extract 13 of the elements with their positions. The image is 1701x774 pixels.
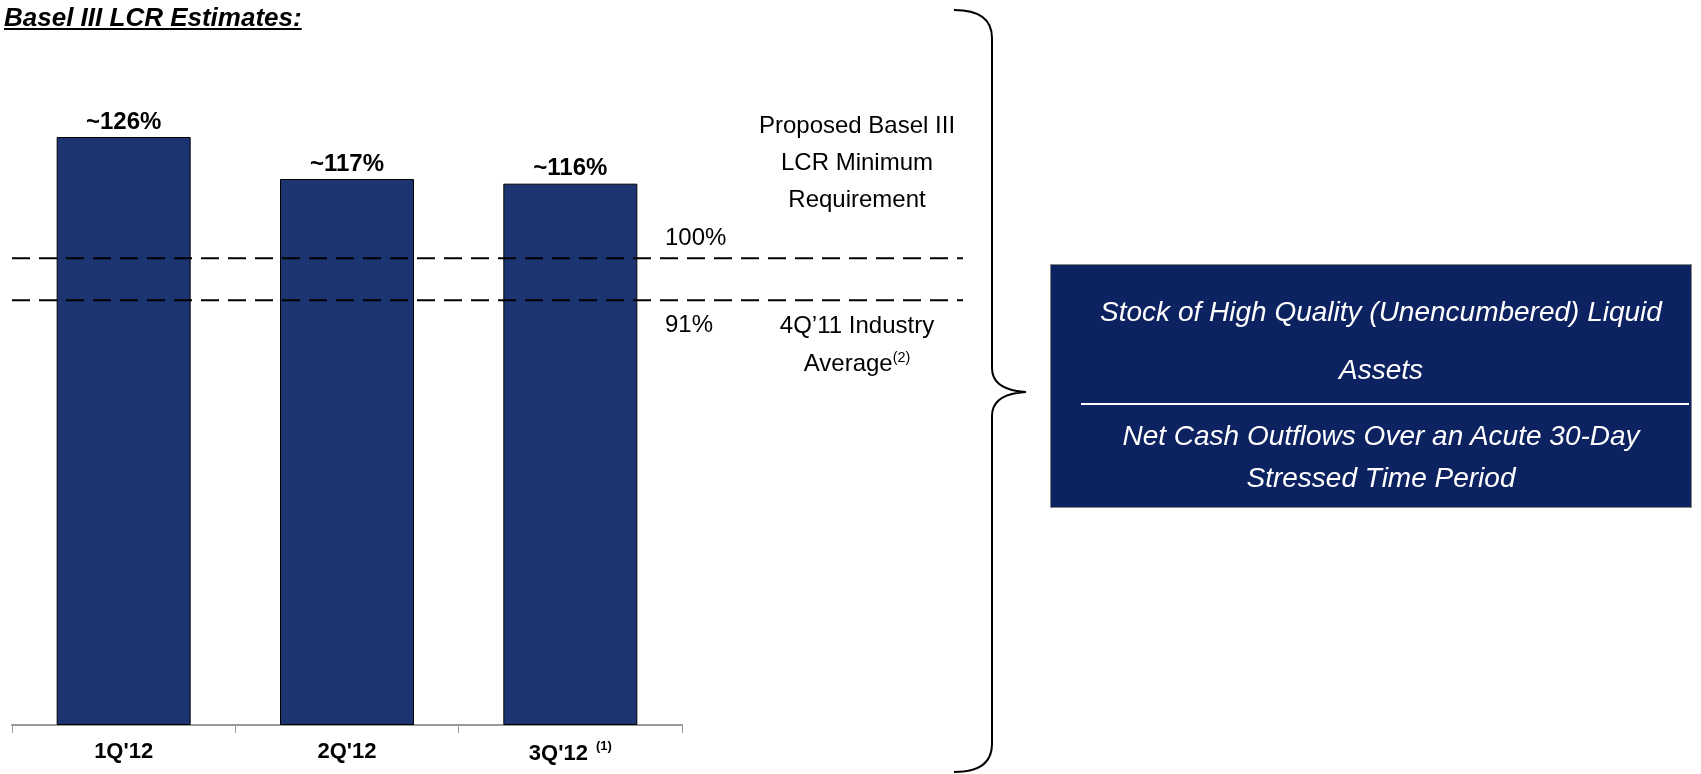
x-tick-label: 2Q'12 [317,737,377,763]
text: Net Cash Outflows Over an Acute 30-Day Stressed Time Period [1121,419,1642,495]
x-tick-label: 1Q'12 [94,737,154,763]
text: Proposed Basel III LCR Minimum Requirement [757,110,957,215]
data-label: ~126% [85,106,162,134]
text: Stock of High Quality (Unencumbered) Liquid Assets [1099,295,1664,387]
ref-line-label: 100% [665,223,727,252]
chart-title: Basel III LCR Estimates: [4,2,302,33]
x-tick-label: 3Q'12(1) [528,738,612,765]
data-label: ~116% [533,153,608,181]
data-label: ~117% [309,148,385,176]
ref-line-label: 91% [665,310,714,339]
text: 4Q’11 Industry Average$^{(2)}$ [778,310,936,379]
